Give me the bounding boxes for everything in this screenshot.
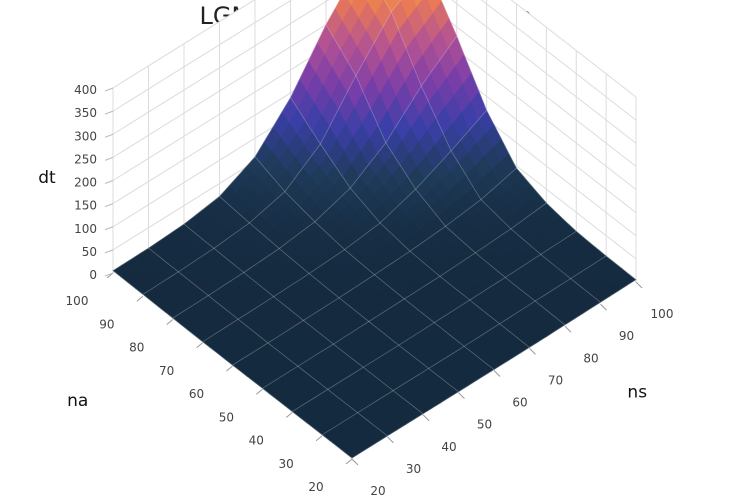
ns-tick-label: 100 xyxy=(651,307,674,321)
surface-cell xyxy=(347,0,355,7)
surface-gridline-ns xyxy=(183,223,424,415)
ns-tick xyxy=(600,303,607,311)
dt-tick xyxy=(104,110,114,115)
surface xyxy=(112,0,637,459)
surface-gridline-na xyxy=(292,230,577,412)
ns-tick xyxy=(635,281,643,289)
na-tick-label: 50 xyxy=(219,410,234,424)
na-tick-label: 40 xyxy=(249,434,264,448)
surface-gridline-na xyxy=(112,0,341,272)
na-tick xyxy=(196,342,203,349)
surface-gridline-na xyxy=(321,255,607,436)
dt-tick-label: 0 xyxy=(89,268,97,282)
ns-tick xyxy=(458,392,465,399)
dt-axis-title: dt xyxy=(38,168,56,188)
na-tick-label: 90 xyxy=(99,317,114,331)
surface-gridline-ns xyxy=(383,0,601,303)
dt-tick-label: 150 xyxy=(74,199,97,213)
dt-tick xyxy=(104,156,114,161)
surface-gridline-ns xyxy=(325,24,566,326)
ns-tick xyxy=(564,325,572,333)
dt-tick-label: 300 xyxy=(74,129,97,143)
ns-tick-label: 80 xyxy=(583,351,598,365)
na-tick-label: 60 xyxy=(189,387,204,401)
surface-gridline-ns xyxy=(440,0,637,281)
na-tick-label: 70 xyxy=(159,364,174,378)
surface-gridlines xyxy=(112,0,637,459)
dt-tick xyxy=(104,272,114,277)
ns-tick-label: 50 xyxy=(477,418,492,432)
ns-tick-label: 70 xyxy=(548,373,563,387)
dt-tick xyxy=(104,133,114,138)
surface-cell xyxy=(413,0,423,8)
ns-tick xyxy=(351,458,359,466)
surface-gridline-na xyxy=(262,202,547,389)
na-tick xyxy=(256,388,263,395)
dt-tick-label: 250 xyxy=(74,152,97,166)
na-tick-label: 100 xyxy=(66,294,89,308)
na-tick xyxy=(226,365,233,372)
tick-labels: 2030405060708090100203040506070809010005… xyxy=(66,83,674,498)
surface-gridline-na xyxy=(351,279,637,459)
ns-tick xyxy=(422,414,430,422)
na-tick xyxy=(166,319,174,325)
na-tick xyxy=(136,295,144,302)
surface-gridline-na xyxy=(172,35,458,319)
dt-tick xyxy=(104,226,114,231)
surface-gridline-na xyxy=(202,110,487,343)
ns-tick-label: 60 xyxy=(512,396,527,410)
ns-tick-label: 90 xyxy=(619,329,634,343)
ns-tick xyxy=(493,370,501,377)
na-tick xyxy=(315,435,323,442)
ns-tick-label: 40 xyxy=(441,440,456,454)
na-axis-title: na xyxy=(67,391,88,411)
dt-tick-label: 400 xyxy=(74,83,97,97)
dt-tick-label: 200 xyxy=(74,176,97,190)
surface-gridline-ns xyxy=(290,97,530,348)
dt-tick xyxy=(104,249,114,254)
dt-tick-label: 350 xyxy=(74,106,97,120)
ns-tick xyxy=(387,436,394,444)
ns-tick-label: 30 xyxy=(406,462,421,476)
surface-gridline-ns xyxy=(219,196,459,393)
ns-axis-title: ns xyxy=(627,382,647,402)
ns-tick xyxy=(529,348,536,355)
dt-tick xyxy=(104,203,114,208)
z-gridline xyxy=(112,0,637,167)
z-gridline xyxy=(112,0,637,121)
dt-tick xyxy=(104,87,114,92)
na-tick xyxy=(285,412,293,418)
z-gridline xyxy=(112,0,637,98)
na-tick-label: 20 xyxy=(308,480,323,494)
surface-gridline-ns xyxy=(112,270,353,459)
na-tick-label: 30 xyxy=(278,457,293,471)
surface-gridline-na xyxy=(232,167,517,366)
axis-titles: ns na dt xyxy=(38,168,647,411)
dt-tick-label: 100 xyxy=(74,222,97,236)
surface-gridline-ns xyxy=(148,247,388,437)
na-tick-label: 80 xyxy=(129,341,144,355)
na-tick xyxy=(345,458,353,465)
surface-gridline-na xyxy=(142,0,402,295)
dt-tick xyxy=(104,180,114,184)
surface-gridline-ns xyxy=(254,156,495,370)
surface-cell xyxy=(343,446,362,459)
z-gridline xyxy=(112,0,637,144)
ns-tick-label: 20 xyxy=(370,484,385,498)
dt-tick-label: 50 xyxy=(82,245,97,259)
